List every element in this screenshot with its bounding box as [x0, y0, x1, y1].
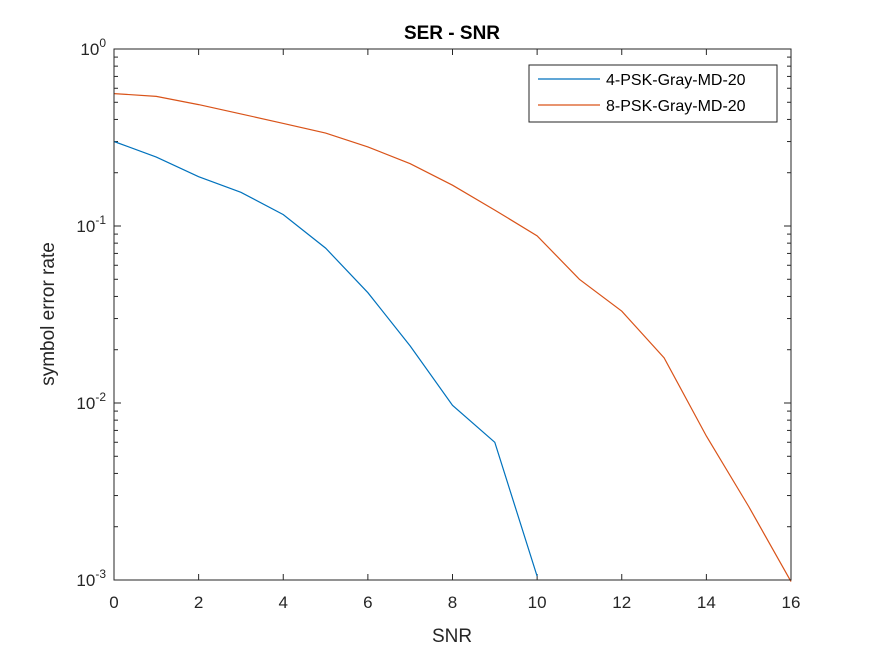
x-tick-label: 8: [448, 593, 457, 612]
plot-area: [114, 49, 791, 580]
x-tick-label: 14: [697, 593, 716, 612]
chart-title: SER - SNR: [404, 23, 500, 44]
x-tick-label: 16: [782, 593, 801, 612]
legend-box: [528, 64, 778, 123]
x-tick-label: 2: [194, 593, 203, 612]
x-tick-label: 10: [528, 593, 547, 612]
y-axis-label: symbol error rate: [38, 242, 59, 386]
x-axis-label: SNR: [432, 626, 472, 647]
series-line-2: [113, 93, 792, 582]
legend-label-1: 4-PSK-Gray-MD-20: [606, 72, 746, 89]
x-tick-label: 4: [279, 593, 288, 612]
legend-label-2: 8-PSK-Gray-MD-20: [606, 98, 746, 115]
y-tick-label: 100: [80, 36, 106, 59]
x-tick-label: 6: [363, 593, 372, 612]
series-layer: [113, 93, 792, 582]
legend: 4-PSK-Gray-MD-20 8-PSK-Gray-MD-20: [528, 64, 778, 123]
y-tick-label: 10-2: [76, 390, 106, 413]
x-tick-label: 0: [109, 593, 118, 612]
x-tick-label: 12: [612, 593, 631, 612]
y-tick-label: 10-1: [76, 213, 106, 236]
y-tick-label: 10-3: [76, 567, 106, 590]
plot-frame: [113, 48, 792, 581]
series-line-1: [113, 140, 538, 577]
